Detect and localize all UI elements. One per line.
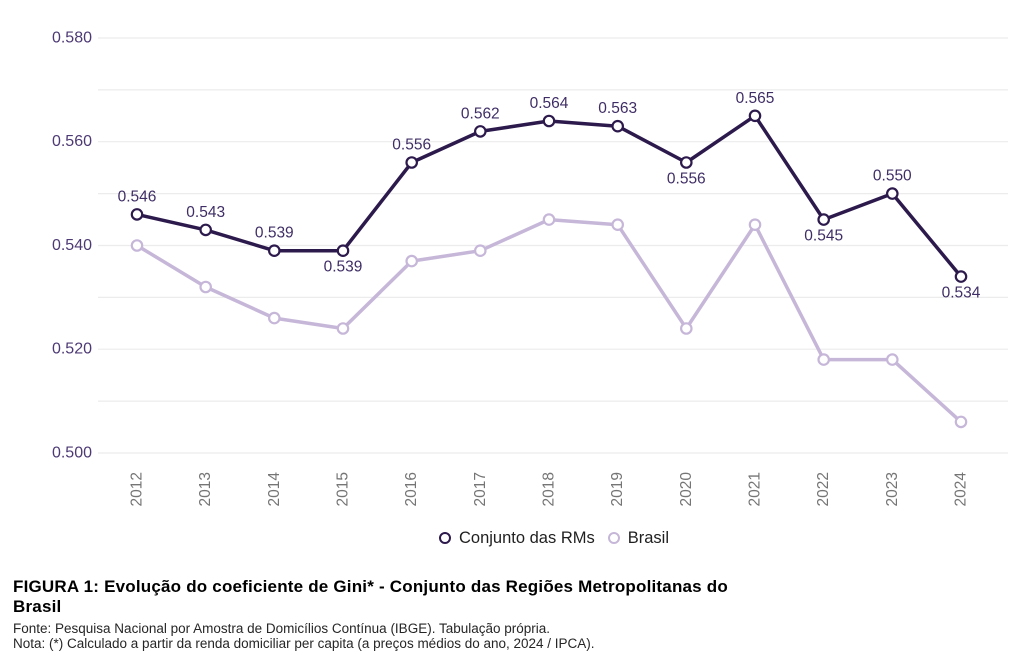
legend-item-conjunto-das-rms: Conjunto das RMs [439,528,595,548]
legend-item-brasil: Brasil [607,528,669,548]
data-point-marker-brasil [199,280,212,294]
data-point-marker-brasil [748,218,762,231]
figure-title-line1: FIGURA 1: Evolução do coeficiente de Gin… [13,577,728,596]
data-point-marker-brasil [267,311,281,325]
data-point-marker-brasil [611,218,624,231]
x-axis-tick-label: 2021 [747,472,764,506]
x-axis-tick-label: 2023 [884,472,901,506]
x-axis-tick-label: 2017 [472,472,489,506]
figure-note: Nota: (*) Calculado a partir da renda do… [13,636,595,651]
x-axis-tick-label: 2015 [335,472,352,506]
data-point-marker-conjunto-das-rms [336,244,350,257]
data-point-marker-conjunto-das-rms [748,109,762,123]
data-point-marker-conjunto-das-rms [405,156,418,169]
data-point-marker-brasil [405,254,418,268]
x-axis-tick-label: 2024 [953,472,970,507]
data-point-marker-brasil [130,239,144,252]
y-axis-tick-label: 0.500 [52,445,92,462]
data-point-marker-conjunto-das-rms [130,208,144,221]
data-point-marker-brasil [885,353,899,366]
data-point-marker-conjunto-das-rms [885,187,899,200]
data-point-label: 0.564 [530,95,569,112]
data-point-marker-conjunto-das-rms [679,156,693,169]
x-axis-tick-label: 2022 [815,472,832,506]
data-point-marker-conjunto-das-rms [954,270,968,283]
data-point-label: 0.545 [804,228,843,245]
x-axis-tick-label: 2013 [197,472,214,506]
x-axis-tick-label: 2018 [541,472,558,506]
data-point-marker-conjunto-das-rms [542,114,556,128]
data-point-marker-conjunto-das-rms [473,125,487,138]
y-axis-tick-label: 0.560 [52,133,92,150]
x-axis-tick-label: 2014 [266,472,283,507]
legend-marker-icon [439,532,451,544]
legend-marker-icon [607,532,620,544]
data-point-label: 0.563 [598,100,637,117]
data-point-label: 0.556 [667,171,706,188]
y-axis-tick-label: 0.520 [52,341,92,358]
data-point-label: 0.556 [392,137,431,154]
data-point-marker-brasil [336,322,350,335]
series-line-conjunto-das-rms [135,114,963,279]
data-point-marker-brasil [542,213,556,226]
x-axis-tick-label: 2019 [609,472,626,506]
figure-caption: FIGURA 1: Evolução do coeficiente de Gin… [13,577,1003,651]
data-point-label: 0.539 [324,259,363,276]
data-point-marker-brasil [817,353,830,366]
chart-legend: Conjunto das RMs Brasil [98,528,1010,548]
data-point-label: 0.543 [186,204,225,221]
data-point-marker-brasil [954,415,968,429]
data-point-marker-conjunto-das-rms [199,223,212,237]
legend-label: Conjunto das RMs [459,529,595,547]
series-line-brasil [135,217,963,424]
y-axis-tick-label: 0.540 [52,237,92,254]
x-axis-tick-label: 2012 [129,472,146,506]
x-axis-tick-label: 2020 [678,472,695,507]
data-point-label: 0.539 [255,225,294,242]
data-point-label: 0.550 [873,168,912,185]
data-point-marker-conjunto-das-rms [611,119,624,133]
gini-line-chart: 0.580 0.560 0.540 0.520 0.500 2012 2013 2014 201… [52,30,1008,507]
data-point-label: 0.565 [736,90,775,107]
figure-title-line2: Brasil [13,597,62,616]
data-point-label: 0.546 [118,188,157,205]
data-point-label: 0.534 [942,285,981,302]
data-point-marker-brasil [679,322,693,335]
y-axis-tick-label: 0.580 [52,30,92,47]
data-point-marker-conjunto-das-rms [817,213,830,226]
legend-label: Brasil [627,529,669,547]
figure-title: FIGURA 1: Evolução do coeficiente de Gin… [13,577,1003,617]
data-point-marker-brasil [473,244,487,257]
data-point-marker-conjunto-das-rms [267,244,281,257]
x-axis-tick-label: 2016 [403,472,420,506]
figure-source: Fonte: Pesquisa Nacional por Amostra de … [13,621,551,636]
data-point-label: 0.562 [461,105,500,122]
